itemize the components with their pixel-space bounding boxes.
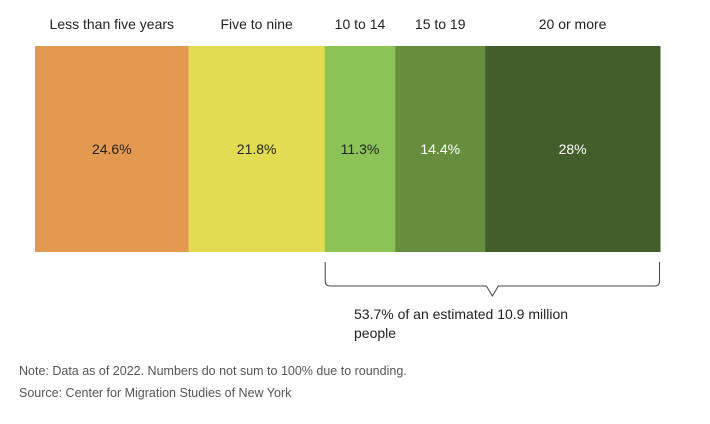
chart-source: Source: Center for Migration Studies of … xyxy=(19,386,292,400)
value-label-15-to-19: 14.4% xyxy=(420,141,460,157)
value-label-five-to-nine: 21.8% xyxy=(237,141,277,157)
bracket-annotation: 53.7% of an estimated 10.9 million peopl… xyxy=(324,262,660,341)
bracket-line xyxy=(324,262,660,297)
value-label-10-to-14: 11.3% xyxy=(341,141,380,157)
category-label-15-to-19: 15 to 19 xyxy=(415,16,466,32)
bar-segments xyxy=(35,46,661,252)
bar-segment-five-to-nine xyxy=(188,46,326,252)
category-label-less-than-five-years: Less than five years xyxy=(50,16,175,32)
category-label-10-to-14: 10 to 14 xyxy=(335,16,386,32)
category-labels: Less than five years Five to nine 10 to 14… xyxy=(50,16,607,32)
category-label-20-or-more: 20 or more xyxy=(539,16,607,32)
bar-segment-10-to-14 xyxy=(324,46,396,252)
bar-segment-15-to-19 xyxy=(395,46,486,252)
chart-note: Note: Data as of 2022. Numbers do not su… xyxy=(19,364,407,378)
value-label-20-or-more: 28% xyxy=(559,141,587,157)
bar-segment-20-or-more xyxy=(485,46,661,252)
category-label-five-to-nine: Five to nine xyxy=(220,16,293,32)
bracket-annotation-line-2: people xyxy=(354,325,396,341)
bracket-annotation-line-1: 53.7% of an estimated 10.9 million xyxy=(354,306,568,322)
bar-segment-less-than-five-years xyxy=(35,46,190,252)
value-labels: 24.6% 21.8% 11.3% 14.4% 28% xyxy=(92,141,587,157)
value-label-less-than-five-years: 24.6% xyxy=(92,141,132,157)
